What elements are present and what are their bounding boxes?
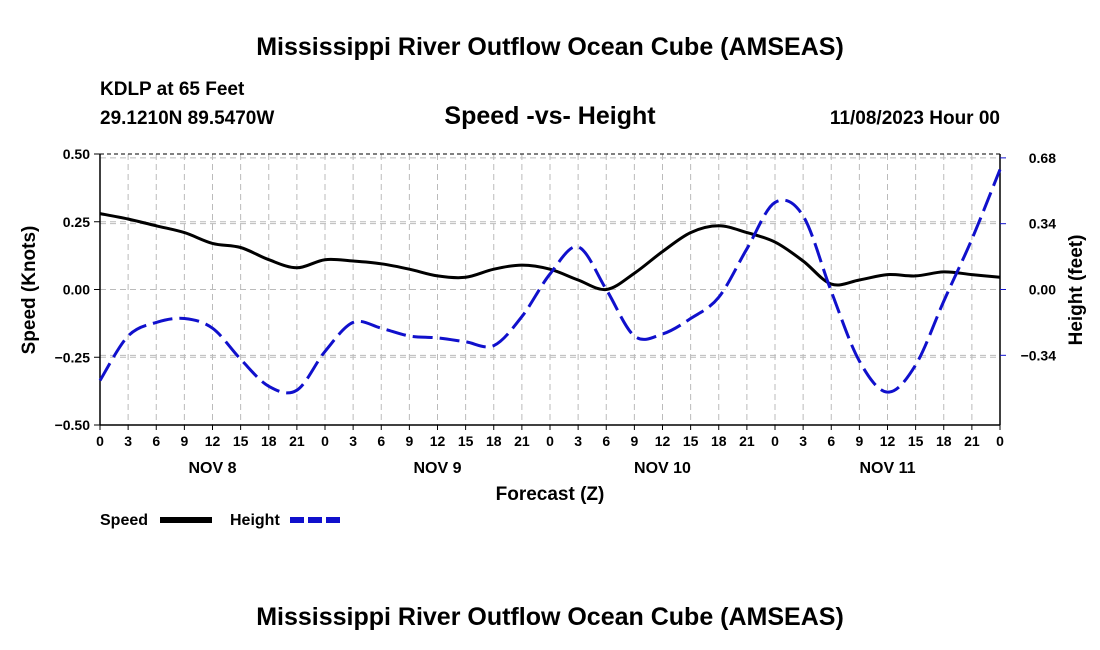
y-left-tick-label: −0.25: [55, 349, 91, 365]
legend-height-label: Height: [230, 512, 280, 529]
x-tick-label: 21: [289, 433, 305, 449]
x-tick-label: 12: [430, 433, 446, 449]
legend-speed-label: Speed: [100, 512, 148, 529]
x-tick-label: 21: [514, 433, 530, 449]
y-right-tick-label: 0.00: [1029, 282, 1056, 298]
x-tick-label: 15: [233, 433, 249, 449]
x-tick-label: 18: [486, 433, 502, 449]
grid: [100, 154, 1000, 425]
station-label: KDLP at 65 Feet: [100, 79, 245, 100]
x-tick-label: 12: [880, 433, 896, 449]
x-tick-label: 0: [321, 433, 329, 449]
day-label: NOV 10: [634, 460, 691, 477]
x-tick-label: 3: [799, 433, 807, 449]
x-tick-label: 9: [855, 433, 863, 449]
x-tick-label: 6: [827, 433, 835, 449]
day-label: NOV 9: [413, 460, 461, 477]
day-label: NOV 11: [859, 460, 915, 477]
x-axis-label: Forecast (Z): [496, 484, 605, 505]
series-line-height: [98, 168, 1002, 395]
datetime-label: 11/08/2023 Hour 00: [830, 108, 1000, 129]
x-tick-label: 21: [739, 433, 755, 449]
x-tick-label: 15: [908, 433, 924, 449]
y-axis-right-label: Height (feet): [1066, 235, 1087, 346]
location-label: 29.1210N 89.5470W: [100, 108, 274, 129]
x-tick-label: 12: [205, 433, 221, 449]
y-right-tick-label: −0.34: [1021, 347, 1057, 363]
y-left-tick-label: 0.25: [63, 214, 90, 230]
x-tick-label: 0: [771, 433, 779, 449]
x-tick-label: 3: [574, 433, 582, 449]
chart-subtitle: Speed -vs- Height: [444, 102, 656, 130]
x-tick-label: 18: [711, 433, 727, 449]
tick-labels: 0 3 6 9 12 15 18 21 0 3 6 9 12 15 18 21 0 3 6 9 12 15 18 21 0 3 6 9…: [55, 146, 1057, 477]
x-tick-label: 9: [405, 433, 413, 449]
axes: [94, 153, 1006, 430]
y-left-tick-label: 0.00: [63, 282, 90, 298]
x-tick-label: 3: [349, 433, 357, 449]
y-left-tick-label: −0.50: [55, 417, 91, 433]
x-tick-label: 21: [964, 433, 980, 449]
x-tick-label: 6: [377, 433, 385, 449]
y-right-tick-label: 0.34: [1029, 216, 1056, 232]
x-tick-label: 18: [261, 433, 277, 449]
x-tick-label: 0: [96, 433, 104, 449]
y-axis-left-label: Speed (Knots): [19, 226, 40, 355]
x-tick-label: 15: [458, 433, 474, 449]
series-lines: [98, 168, 1002, 395]
x-tick-label: 3: [124, 433, 132, 449]
y-right-tick-label: 0.68: [1029, 150, 1056, 166]
legend: Speed Height: [100, 512, 342, 529]
x-tick-label: 12: [655, 433, 671, 449]
x-tick-label: 9: [630, 433, 638, 449]
x-tick-label: 18: [936, 433, 952, 449]
footer-title: Mississippi River Outflow Ocean Cube (AM…: [256, 603, 844, 631]
x-tick-label: 15: [683, 433, 699, 449]
x-tick-label: 9: [180, 433, 188, 449]
x-tick-label: 6: [602, 433, 610, 449]
chart-title: Mississippi River Outflow Ocean Cube (AM…: [256, 33, 844, 61]
x-tick-label: 0: [996, 433, 1004, 449]
series-line-speed: [99, 212, 1001, 292]
x-tick-label: 6: [152, 433, 160, 449]
day-label: NOV 8: [188, 460, 236, 477]
y-left-tick-label: 0.50: [63, 146, 90, 162]
x-tick-label: 0: [546, 433, 554, 449]
